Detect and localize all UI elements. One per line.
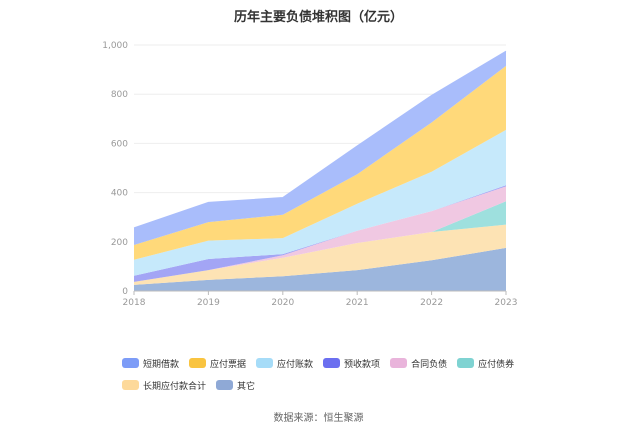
legend-label: 应付账款 — [277, 359, 314, 370]
legend-item[interactable]: 应付债券 — [457, 356, 514, 370]
legend-swatch — [189, 358, 207, 368]
data-source-note: 数据来源：恒生聚源 — [273, 413, 364, 424]
y-tick-label: 1,000 — [102, 41, 128, 51]
legend-swatch — [457, 358, 475, 368]
area-series-6 — [134, 65, 506, 260]
y-tick-label: 400 — [111, 189, 128, 199]
legend-swatch — [390, 358, 408, 368]
stacked-area-chart: 0 200 400 600 800 1,000 2018 2019 2020 2021 2022 20… — [102, 41, 518, 308]
chart-title: 历年主要负债堆积图（亿元） — [233, 10, 403, 25]
x-tick-label: 2019 — [197, 298, 220, 308]
area-series-4 — [134, 185, 506, 282]
area-series-0 — [134, 247, 506, 291]
legend-label: 短期借款 — [143, 359, 180, 370]
x-tick-label: 2022 — [420, 298, 443, 308]
legend-swatch — [323, 358, 341, 368]
y-tick-label: 200 — [111, 238, 128, 248]
area-series-1 — [134, 224, 506, 285]
legend-label: 应付债券 — [478, 359, 515, 370]
legend-swatch — [216, 380, 234, 390]
legend: 短期借款 应付票据 应付账款 预收款项 合同负债 应付债券长期应付款合计 其它 — [122, 353, 542, 397]
y-tick-label: 600 — [111, 139, 128, 149]
y-tick-label: 800 — [111, 90, 128, 100]
legend-item[interactable]: 其它 — [216, 378, 255, 392]
legend-item[interactable]: 短期借款 — [122, 356, 179, 370]
y-tick-label: 0 — [122, 287, 128, 297]
legend-label: 应付票据 — [210, 359, 247, 370]
legend-label: 合同负债 — [411, 359, 448, 370]
legend-item[interactable]: 应付票据 — [189, 356, 246, 370]
total-outline — [133, 50, 507, 229]
legend-swatch — [122, 380, 139, 390]
x-tick-label: 2018 — [123, 298, 146, 308]
x-tick-label: 2023 — [495, 298, 518, 308]
legend-label: 其它 — [237, 381, 256, 392]
legend-swatch — [256, 358, 274, 368]
legend-label: 预收款项 — [344, 359, 381, 370]
legend-item[interactable]: 合同负债 — [390, 356, 447, 370]
area-series-7 — [134, 51, 506, 246]
x-tick-label: 2020 — [271, 298, 294, 308]
legend-swatch — [122, 358, 139, 368]
legend-label: 长期应付款合计 — [143, 381, 207, 392]
legend-item[interactable]: 应付账款 — [256, 356, 313, 370]
legend-item[interactable]: 长期应付款合计 — [122, 378, 206, 392]
legend-item[interactable]: 预收款项 — [323, 356, 380, 370]
x-tick-label: 2021 — [346, 298, 369, 308]
area-series-5 — [134, 129, 506, 276]
